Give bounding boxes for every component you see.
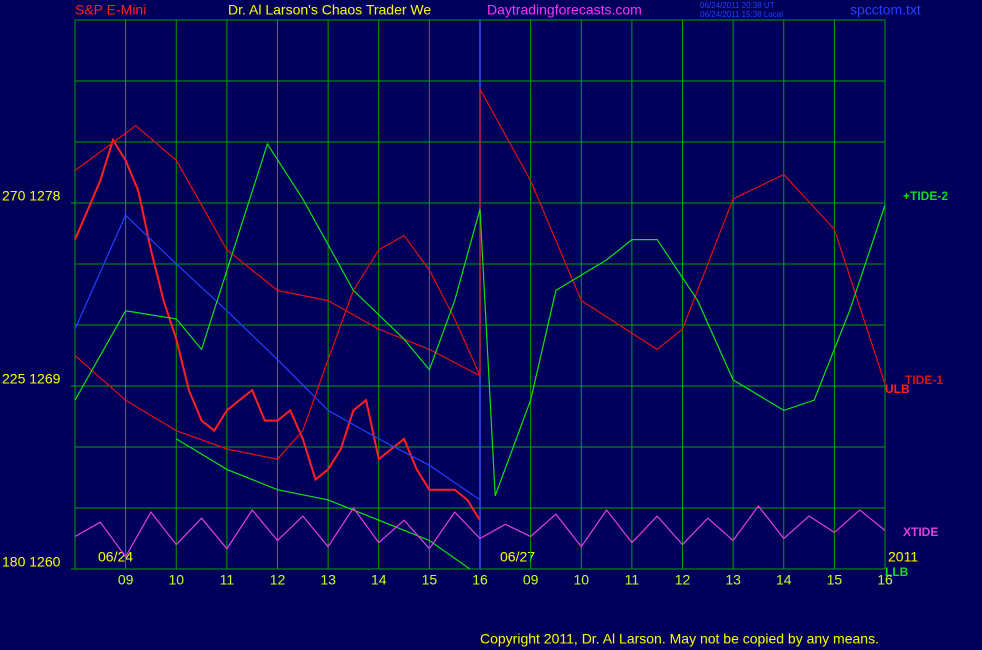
date-label: 06/24	[98, 549, 133, 565]
series-line	[74, 142, 886, 497]
x-tick-label: 16	[877, 572, 893, 588]
file-name: spcctom.txt	[850, 2, 921, 18]
x-tick-label: 09	[523, 572, 539, 588]
y-tick-label: 225 1269	[2, 371, 61, 387]
x-tick-label: 11	[625, 572, 640, 588]
y-tick-label: 180 1260	[2, 554, 61, 570]
line-label: LLB	[885, 565, 909, 579]
x-tick-label: 14	[371, 572, 387, 588]
series-line	[175, 438, 471, 570]
chart-title: S&P E-Mini	[75, 2, 146, 18]
series-line	[74, 234, 481, 460]
x-tick-label: 09	[118, 572, 134, 588]
footer: Copyright 2011, Dr. Al Larson. May not b…	[480, 631, 879, 647]
line-label: ULB	[885, 382, 910, 396]
series-label: TIDE-1	[905, 373, 943, 387]
x-tick-label: 12	[675, 572, 691, 588]
year-label: 2011	[888, 549, 918, 565]
timestamp: 06/24/2011 20:38 UT	[700, 1, 775, 10]
series-label: XTIDE	[903, 525, 938, 539]
timestamp: 06/24/2011 15:38 Local	[700, 10, 783, 19]
date-label: 06/27	[500, 549, 535, 565]
x-tick-label: 14	[776, 572, 792, 588]
x-tick-label: 13	[320, 572, 336, 588]
site: Daytradingforecasts.com	[487, 2, 642, 18]
x-tick-label: 15	[827, 572, 843, 588]
series-line	[74, 137, 481, 521]
series-line	[74, 214, 481, 501]
x-tick-label: 16	[472, 572, 488, 588]
series-line	[74, 505, 886, 558]
series-line	[74, 88, 886, 385]
series-label: +TIDE-2	[903, 189, 948, 203]
x-tick-label: 11	[220, 572, 235, 588]
x-tick-label: 12	[270, 572, 286, 588]
x-tick-label: 15	[422, 572, 438, 588]
x-tick-label: 10	[168, 572, 184, 588]
y-tick-label: 270 1278	[2, 188, 61, 204]
x-tick-label: 10	[573, 572, 589, 588]
x-tick-label: 13	[725, 572, 741, 588]
subtitle: Dr. Al Larson's Chaos Trader We	[228, 2, 431, 18]
